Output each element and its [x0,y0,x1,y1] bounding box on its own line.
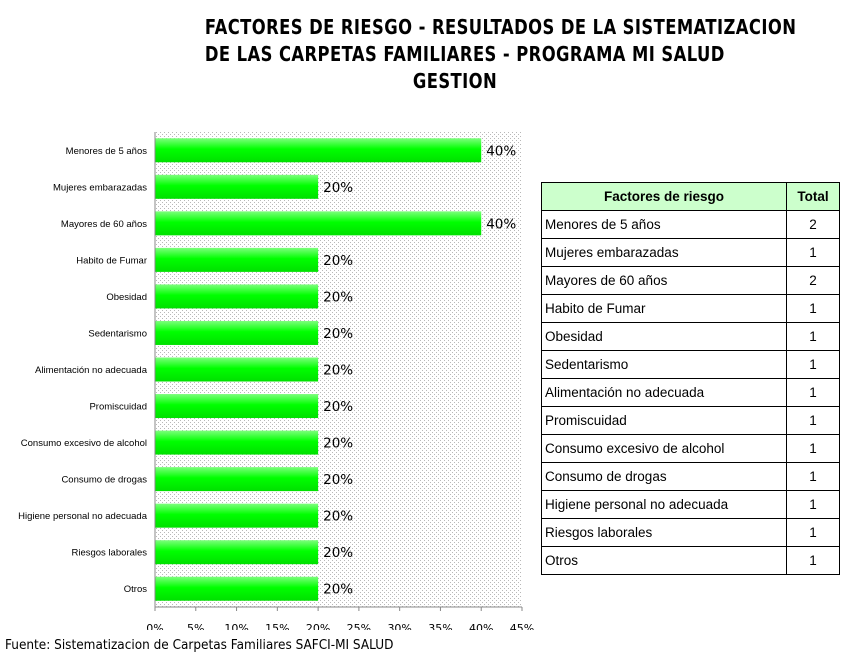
bar [155,247,319,272]
category-label: Riesgos laborales [71,548,147,559]
x-tick-label: 10% [224,622,248,630]
table-cell-total: 1 [786,518,840,547]
table-row: Menores de 5 años 2 [541,210,840,239]
table-row: Habito de Fumar 1 [541,294,840,323]
bar [155,394,319,419]
table-cell-factor: Consumo excesivo de alcohol [541,434,787,463]
table-row: Mujeres embarazadas 1 [541,238,840,267]
data-label: 40% [486,216,516,232]
table-cell-total: 1 [786,350,840,379]
category-label: Menores de 5 años [66,146,148,157]
chart-title-line-2: DE LAS CARPETAS FAMILIARES - PROGRAMA MI… [204,42,725,66]
bar [155,576,319,601]
category-label: Sedentarismo [88,328,147,339]
bar [155,430,319,455]
table-cell-factor: Habito de Fumar [541,294,787,323]
x-tick-label: 45% [510,622,534,630]
table-cell-factor: Obesidad [541,322,787,351]
data-label: 20% [323,363,353,379]
table-cell-total: 2 [786,266,840,295]
x-tick-label: 20% [306,622,330,630]
table-row: Consumo de drogas 1 [541,462,840,491]
table-cell-total: 1 [786,322,840,351]
table-cell-factor: Menores de 5 años [541,210,787,239]
category-label: Promiscuidad [89,402,147,413]
x-tick-label: 35% [428,622,452,630]
table-row: Otros 1 [541,546,840,575]
table-row: Obesidad 1 [541,322,840,351]
table-cell-factor: Sedentarismo [541,350,787,379]
x-tick-label: 0% [146,622,163,630]
table-row: Riesgos laborales 1 [541,518,840,547]
table-cell-total: 1 [786,434,840,463]
risk-factors-table: Factores de riesgo Total Menores de 5 añ… [541,182,840,575]
table-cell-total: 2 [786,210,840,239]
bar [155,503,319,528]
data-label: 20% [323,509,353,525]
table-cell-total: 1 [786,546,840,575]
chart-title: FACTORES DE RIESGO - RESULTADOS DE LA SI… [204,14,797,95]
table-row: Higiene personal no adecuada 1 [541,490,840,519]
x-tick-label: 30% [387,622,411,630]
data-label: 20% [323,289,353,305]
category-label: Alimentación no adecuada [35,365,148,376]
data-label: 20% [323,436,353,452]
category-label: Mayores de 60 años [61,219,147,230]
bar [155,284,319,309]
data-label: 20% [323,399,353,415]
data-label: 20% [323,582,353,598]
data-label: 20% [323,326,353,342]
table-cell-total: 1 [786,462,840,491]
table-cell-total: 1 [786,406,840,435]
bar [155,467,319,492]
table-cell-factor: Alimentación no adecuada [541,378,787,407]
bar-chart: Menores de 5 años Mujeres embarazadas Mayo… [18,132,534,630]
table-row: Sedentarismo 1 [541,350,840,379]
table-cell-total: 1 [786,490,840,519]
bar [155,174,319,199]
table-row: Mayores de 60 años 2 [541,266,840,295]
table-row: Alimentación no adecuada 1 [541,378,840,407]
table-cell-factor: Mayores de 60 años [541,266,787,295]
bar [155,138,482,163]
x-tick-label: 40% [469,622,493,630]
category-label: Otros [124,584,147,595]
data-label: 20% [323,545,353,561]
table-header-row: Factores de riesgo Total [541,182,840,211]
table-cell-factor: Riesgos laborales [541,518,787,547]
table-header-factor: Factores de riesgo [541,182,787,211]
bar [155,320,319,345]
data-label: 20% [323,253,353,269]
bar [155,540,319,565]
category-label: Mujeres embarazadas [53,182,147,193]
data-label: 20% [323,180,353,196]
table-cell-factor: Otros [541,546,787,575]
category-label: Habito de Fumar [76,255,147,266]
table-row: Consumo excesivo de alcohol 1 [541,434,840,463]
data-label: 40% [486,143,516,159]
table-header-total: Total [786,182,840,211]
x-tick-label: 25% [347,622,371,630]
table-cell-total: 1 [786,378,840,407]
table-cell-factor: Consumo de drogas [541,462,787,491]
table-cell-factor: Higiene personal no adecuada [541,490,787,519]
x-tick-label: 15% [265,622,289,630]
table-row: Promiscuidad 1 [541,406,840,435]
table-cell-factor: Mujeres embarazadas [541,238,787,267]
bar [155,357,319,382]
chart-title-line-3: GESTION [412,69,498,93]
table-cell-total: 1 [786,238,840,267]
chart-title-line-1: FACTORES DE RIESGO - RESULTADOS DE LA SI… [204,15,797,39]
category-label: Consumo de drogas [61,475,147,486]
category-label: Higiene personal no adecuada [18,511,148,522]
category-label: Obesidad [106,292,147,303]
source-note: Fuente: Sistematizacion de Carpetas Fami… [5,638,394,653]
category-label: Consumo excesivo de alcohol [21,438,147,449]
table-cell-total: 1 [786,294,840,323]
x-tick-label: 5% [187,622,204,630]
table-cell-factor: Promiscuidad [541,406,787,435]
data-label: 20% [323,472,353,488]
bar [155,211,482,236]
